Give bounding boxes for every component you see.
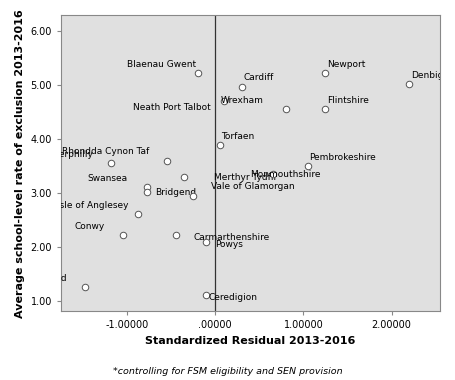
Text: Ceredigion: Ceredigion: [208, 293, 257, 302]
Point: [282, 106, 289, 112]
Text: Isle of Anglesey: Isle of Anglesey: [57, 201, 129, 210]
Point: [108, 160, 115, 166]
Point: [322, 106, 329, 112]
Point: [221, 98, 228, 104]
Text: Cardiff: Cardiff: [243, 73, 274, 82]
Text: Carmarthenshire: Carmarthenshire: [193, 233, 269, 242]
Point: [181, 174, 188, 180]
Point: [163, 157, 171, 163]
Text: Monmouthshire: Monmouthshire: [251, 170, 321, 179]
Text: Newport: Newport: [327, 60, 365, 69]
Text: Flintshire: Flintshire: [327, 96, 369, 105]
Text: Wrexham: Wrexham: [221, 96, 264, 105]
Point: [405, 81, 413, 87]
Point: [203, 239, 210, 245]
Y-axis label: Average school-level rate of exclusion 2013-2016: Average school-level rate of exclusion 2…: [15, 9, 25, 318]
Point: [322, 70, 329, 76]
Text: Conwy: Conwy: [75, 222, 105, 231]
Point: [238, 84, 245, 90]
Text: Denbighshire: Denbighshire: [411, 71, 455, 80]
Text: Vale of Glamorgan: Vale of Glamorgan: [211, 182, 294, 191]
Point: [134, 211, 142, 217]
X-axis label: Standardized Residual 2013-2016: Standardized Residual 2013-2016: [145, 336, 356, 346]
Text: Merthyr Tydfil: Merthyr Tydfil: [213, 173, 276, 182]
Text: Gwynedd: Gwynedd: [25, 274, 67, 283]
Text: Caerphilly: Caerphilly: [48, 150, 94, 159]
Text: Torfaen: Torfaen: [222, 132, 255, 141]
Point: [194, 70, 201, 76]
Text: Pembrokeshire: Pembrokeshire: [309, 153, 376, 162]
Text: Rhondda Cynon Taf: Rhondda Cynon Taf: [62, 147, 149, 156]
Point: [216, 142, 223, 149]
Point: [203, 292, 210, 298]
Point: [172, 232, 179, 238]
Text: Neath Port Talbot: Neath Port Talbot: [133, 103, 211, 112]
Text: *controlling for FSM eligibility and SEN provision: *controlling for FSM eligibility and SEN…: [113, 367, 342, 376]
Text: Swansea: Swansea: [87, 174, 127, 183]
Point: [190, 193, 197, 199]
Point: [119, 232, 126, 238]
Point: [269, 171, 276, 177]
Text: Blaenau Gwent: Blaenau Gwent: [127, 60, 196, 69]
Text: Powys: Powys: [215, 241, 243, 249]
Point: [304, 163, 312, 169]
Point: [143, 184, 150, 190]
Point: [81, 284, 89, 290]
Point: [143, 189, 150, 195]
Text: Bridgend: Bridgend: [155, 188, 197, 197]
